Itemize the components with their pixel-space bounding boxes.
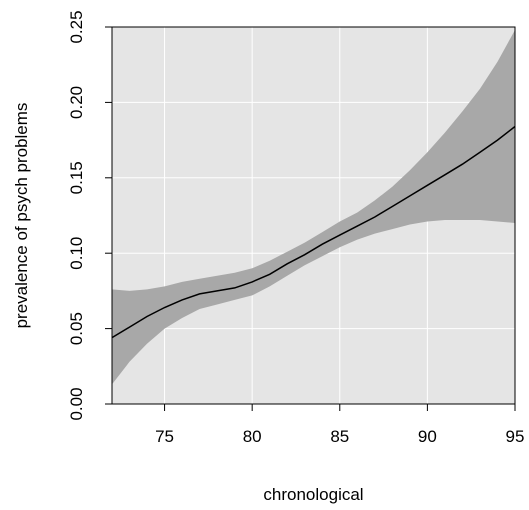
y-tick-label: 0.15 bbox=[67, 161, 86, 194]
y-axis-title: prevalence of psych problems bbox=[12, 103, 31, 329]
y-tick-label: 0.20 bbox=[67, 86, 86, 119]
confidence-band bbox=[112, 30, 515, 385]
y-tick-label: 0.00 bbox=[67, 387, 86, 420]
x-tick-label: 75 bbox=[155, 427, 174, 446]
x-axis-title: chronological bbox=[263, 485, 363, 504]
x-tick-label: 85 bbox=[330, 427, 349, 446]
y-tick-label: 0.10 bbox=[67, 237, 86, 270]
smooth-line bbox=[111, 125, 516, 339]
x-tick-label: 95 bbox=[506, 427, 525, 446]
x-tick-label: 90 bbox=[418, 427, 437, 446]
y-tick-label: 0.05 bbox=[67, 312, 86, 345]
y-tick-label: 0.25 bbox=[67, 10, 86, 43]
x-tick-label: 80 bbox=[243, 427, 262, 446]
plot-frame bbox=[111, 26, 516, 405]
